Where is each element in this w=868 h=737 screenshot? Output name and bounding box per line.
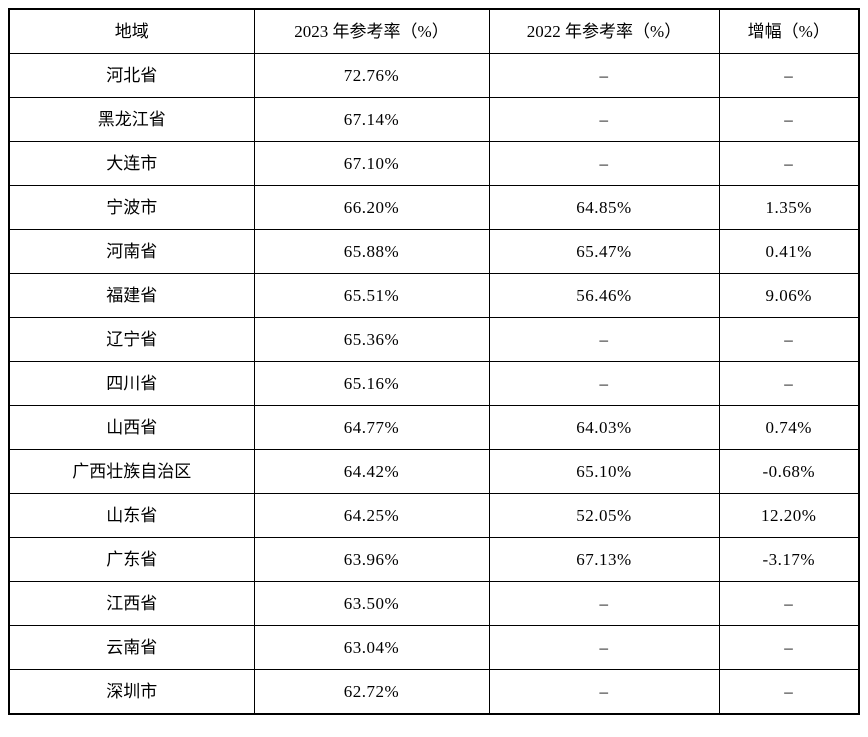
rate-2022-cell: –	[488, 361, 720, 406]
change-cell: –	[718, 581, 860, 626]
table-row: 山东省 64.25% 52.05% 12.20%	[8, 493, 860, 538]
change-cell: –	[718, 625, 860, 670]
change-cell: –	[718, 361, 860, 406]
rate-2023-cell: 65.88%	[253, 229, 490, 274]
region-cell: 河北省	[8, 53, 255, 98]
region-cell: 黑龙江省	[8, 97, 255, 142]
table-row: 深圳市 62.72% – –	[8, 669, 860, 715]
change-cell: –	[718, 97, 860, 142]
rate-2022-cell: 64.03%	[488, 405, 720, 450]
rate-2023-cell: 64.42%	[253, 449, 490, 494]
region-cell: 福建省	[8, 273, 255, 318]
rate-2022-cell: 52.05%	[488, 493, 720, 538]
table-row: 广东省 63.96% 67.13% -3.17%	[8, 537, 860, 582]
table-row: 辽宁省 65.36% – –	[8, 317, 860, 362]
table-row: 河北省 72.76% – –	[8, 53, 860, 98]
change-cell: –	[718, 141, 860, 186]
rate-2023-cell: 65.51%	[253, 273, 490, 318]
rate-2023-cell: 64.77%	[253, 405, 490, 450]
region-cell: 山东省	[8, 493, 255, 538]
change-cell: 12.20%	[718, 493, 860, 538]
rate-2023-cell: 62.72%	[253, 669, 490, 715]
rate-2023-cell: 66.20%	[253, 185, 490, 230]
table-row: 江西省 63.50% – –	[8, 581, 860, 626]
region-cell: 深圳市	[8, 669, 255, 715]
rate-2023-cell: 67.14%	[253, 97, 490, 142]
column-header-rate-2022: 2022 年参考率（%）	[488, 8, 720, 54]
region-cell: 河南省	[8, 229, 255, 274]
table-row: 大连市 67.10% – –	[8, 141, 860, 186]
rate-2022-cell: 64.85%	[488, 185, 720, 230]
rate-2023-cell: 64.25%	[253, 493, 490, 538]
rate-2022-cell: –	[488, 581, 720, 626]
region-cell: 辽宁省	[8, 317, 255, 362]
change-cell: –	[718, 53, 860, 98]
rate-2023-cell: 63.04%	[253, 625, 490, 670]
region-cell: 广西壮族自治区	[8, 449, 255, 494]
column-header-region: 地域	[8, 8, 255, 54]
table-row: 福建省 65.51% 56.46% 9.06%	[8, 273, 860, 318]
table-row: 河南省 65.88% 65.47% 0.41%	[8, 229, 860, 274]
region-cell: 云南省	[8, 625, 255, 670]
table-row: 广西壮族自治区 64.42% 65.10% -0.68%	[8, 449, 860, 494]
table-row: 宁波市 66.20% 64.85% 1.35%	[8, 185, 860, 230]
table-row: 四川省 65.16% – –	[8, 361, 860, 406]
rate-2023-cell: 63.50%	[253, 581, 490, 626]
rate-2022-cell: 65.47%	[488, 229, 720, 274]
rate-2022-cell: –	[488, 669, 720, 715]
change-cell: 9.06%	[718, 273, 860, 318]
table-row: 黑龙江省 67.14% – –	[8, 97, 860, 142]
rate-2022-cell: –	[488, 97, 720, 142]
rate-2023-cell: 65.16%	[253, 361, 490, 406]
rate-2023-cell: 67.10%	[253, 141, 490, 186]
table-row: 云南省 63.04% – –	[8, 625, 860, 670]
table-row: 山西省 64.77% 64.03% 0.74%	[8, 405, 860, 450]
reference-rate-table: 地域 2023 年参考率（%） 2022 年参考率（%） 增幅（%） 河北省 7…	[8, 8, 860, 715]
rate-2022-cell: 65.10%	[488, 449, 720, 494]
header-row: 地域 2023 年参考率（%） 2022 年参考率（%） 增幅（%）	[8, 8, 860, 54]
change-cell: -0.68%	[718, 449, 860, 494]
rate-2023-cell: 63.96%	[253, 537, 490, 582]
column-header-rate-2023: 2023 年参考率（%）	[253, 8, 490, 54]
region-cell: 宁波市	[8, 185, 255, 230]
rate-2022-cell: –	[488, 317, 720, 362]
change-cell: -3.17%	[718, 537, 860, 582]
change-cell: –	[718, 669, 860, 715]
change-cell: 0.74%	[718, 405, 860, 450]
rate-2023-cell: 65.36%	[253, 317, 490, 362]
rate-2022-cell: –	[488, 141, 720, 186]
column-header-change: 增幅（%）	[718, 8, 860, 54]
rate-2022-cell: 56.46%	[488, 273, 720, 318]
region-cell: 山西省	[8, 405, 255, 450]
region-cell: 江西省	[8, 581, 255, 626]
change-cell: –	[718, 317, 860, 362]
region-cell: 广东省	[8, 537, 255, 582]
region-cell: 四川省	[8, 361, 255, 406]
rate-2022-cell: –	[488, 53, 720, 98]
region-cell: 大连市	[8, 141, 255, 186]
rate-2022-cell: –	[488, 625, 720, 670]
rate-2023-cell: 72.76%	[253, 53, 490, 98]
change-cell: 1.35%	[718, 185, 860, 230]
change-cell: 0.41%	[718, 229, 860, 274]
rate-2022-cell: 67.13%	[488, 537, 720, 582]
